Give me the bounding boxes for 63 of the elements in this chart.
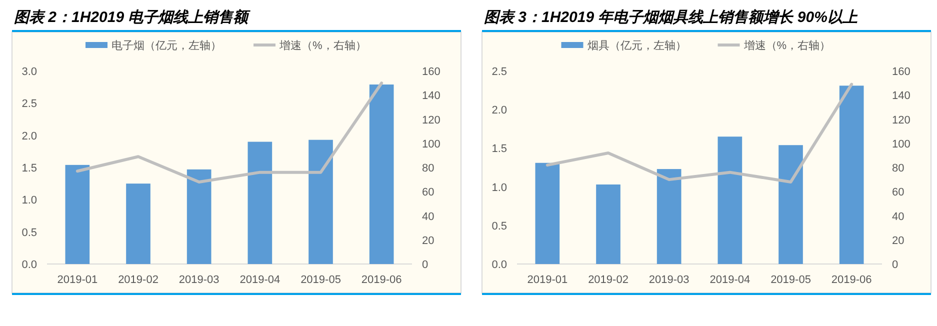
- x-tick-label: 2019-04: [710, 274, 750, 286]
- x-tick-label: 2019-06: [831, 274, 872, 286]
- y2-tick-label: 80: [892, 162, 904, 174]
- bar: [65, 164, 90, 264]
- y2-tick-label: 0: [422, 259, 428, 271]
- y2-tick-label: 160: [892, 66, 910, 78]
- y-tick-label: 2.0: [22, 130, 37, 142]
- x-tick-label: 2019-02: [588, 274, 628, 286]
- y2-tick-label: 80: [422, 162, 434, 174]
- y-tick-label: 1.0: [492, 182, 507, 194]
- bar: [126, 184, 150, 264]
- x-tick-label: 2019-05: [770, 274, 811, 286]
- legend-label: 增速（%，右轴）: [742, 39, 831, 52]
- y2-tick-label: 120: [892, 114, 910, 126]
- y2-tick-label: 40: [422, 210, 434, 223]
- y2-tick-label: 20: [422, 234, 434, 247]
- legend-label: 烟具（亿元，左轴）: [587, 39, 686, 52]
- bar: [186, 169, 212, 264]
- x-tick-label: 2019-05: [300, 274, 341, 286]
- y-tick-label: 0.0: [22, 259, 37, 271]
- legend-label: 增速（%，右轴）: [278, 39, 366, 52]
- bar: [535, 162, 560, 264]
- y-tick-label: 1.0: [22, 194, 37, 207]
- x-tick-label: 2019-01: [527, 274, 568, 286]
- chart-title: 图表 2：1H2019 电子烟线上销售额: [14, 8, 252, 26]
- x-tick-label: 2019-03: [178, 274, 220, 286]
- y-tick-label: 2.5: [492, 66, 507, 78]
- bar: [248, 142, 272, 264]
- x-tick-label: 2019-02: [118, 274, 158, 286]
- chart-title: 图表 3：1H2019 年电子烟烟具线上销售额增长 90%以上: [484, 8, 858, 26]
- y2-tick-label: 60: [892, 186, 904, 199]
- x-tick-label: 2019-04: [240, 274, 280, 286]
- x-tick-label: 2019-03: [648, 274, 690, 286]
- bar: [778, 145, 803, 264]
- y2-tick-label: 100: [422, 138, 440, 150]
- x-tick-label: 2019-06: [361, 274, 402, 286]
- bar: [839, 86, 864, 264]
- x-tick-label: 2019-01: [57, 274, 98, 286]
- y-tick-label: 1.5: [492, 143, 507, 156]
- y-tick-label: 1.5: [22, 162, 37, 174]
- y-tick-label: 3.0: [22, 66, 37, 78]
- bar: [596, 184, 620, 264]
- bar: [656, 169, 682, 264]
- y2-tick-label: 20: [892, 234, 904, 247]
- y2-tick-label: 140: [892, 90, 910, 102]
- y2-tick-label: 100: [892, 138, 910, 150]
- y-tick-label: 0.5: [22, 226, 37, 239]
- y2-tick-label: 40: [892, 210, 904, 223]
- y2-tick-label: 0: [892, 259, 898, 271]
- y2-tick-label: 60: [422, 186, 434, 199]
- y-tick-label: 0.5: [492, 220, 507, 232]
- legend-label: 电子烟（亿元，左轴）: [112, 39, 222, 52]
- y-tick-label: 2.5: [22, 98, 37, 110]
- y2-tick-label: 120: [422, 114, 440, 126]
- bar: [718, 136, 742, 264]
- line-series: [76, 82, 384, 184]
- bar: [369, 84, 394, 264]
- line-series: [546, 82, 854, 184]
- y2-tick-label: 160: [422, 66, 440, 78]
- bar: [308, 140, 333, 264]
- y2-tick-label: 140: [422, 90, 440, 102]
- y-tick-label: 0.0: [492, 259, 507, 271]
- y-tick-label: 2.0: [492, 104, 507, 117]
